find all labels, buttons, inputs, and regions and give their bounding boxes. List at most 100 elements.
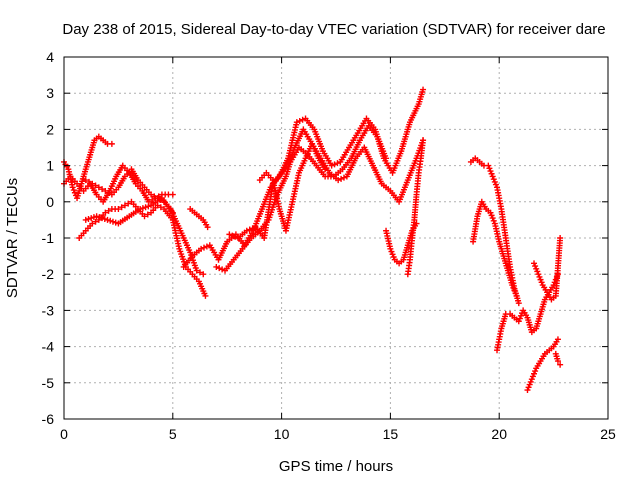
data-point [296, 117, 303, 124]
data-point [528, 376, 535, 383]
data-point [554, 358, 561, 365]
data-point [226, 231, 233, 238]
data-point [202, 292, 209, 299]
data-point [200, 271, 207, 278]
y-tick-label: 2 [46, 121, 54, 137]
data-point [69, 184, 76, 191]
data-layer [61, 86, 564, 394]
data-point [331, 161, 338, 168]
data-point [557, 235, 564, 241]
data-point [529, 373, 536, 380]
data-point [533, 265, 540, 272]
data-point [108, 140, 115, 147]
data-point [92, 218, 99, 225]
data-point [169, 191, 176, 198]
grid-layer [64, 57, 608, 419]
data-point [531, 260, 538, 267]
y-axis-label: SDTVAR / TECUs [4, 178, 21, 298]
data-point [193, 267, 200, 274]
data-point [82, 177, 89, 184]
data-point [420, 86, 427, 93]
data-point [516, 315, 523, 322]
data-point [200, 244, 207, 251]
data-point [335, 177, 342, 184]
data-point [82, 216, 89, 223]
data-point [70, 187, 77, 194]
series-track-5 [82, 195, 176, 227]
data-point [387, 245, 394, 252]
data-point [232, 233, 239, 240]
data-point [142, 204, 149, 211]
data-point [525, 384, 532, 391]
data-point [299, 116, 306, 123]
data-point [534, 268, 541, 275]
data-point [515, 318, 522, 325]
y-tick-label: 1 [46, 158, 54, 174]
data-point [322, 166, 329, 173]
y-tick-label: 3 [46, 85, 54, 101]
data-point [513, 292, 520, 299]
series-track-17 [531, 235, 564, 303]
series-track-9 [226, 122, 390, 241]
series-track-13 [467, 155, 522, 307]
x-tick-label: 10 [274, 426, 290, 442]
data-point [485, 162, 492, 169]
series-track-2 [61, 162, 176, 205]
data-point [524, 387, 531, 394]
data-point [487, 209, 494, 216]
data-point [557, 361, 564, 368]
data-point [219, 266, 226, 273]
data-point [149, 196, 156, 203]
x-tick-label: 15 [383, 426, 399, 442]
data-point [293, 119, 300, 126]
data-point [229, 232, 236, 239]
y-tick-label: -4 [42, 339, 55, 355]
x-tick-label: 20 [491, 426, 507, 442]
data-point [246, 226, 253, 233]
data-point [107, 217, 114, 224]
data-point [204, 224, 211, 231]
data-point [389, 251, 396, 258]
data-point [92, 182, 99, 189]
data-point [90, 214, 97, 221]
data-point [388, 248, 395, 255]
data-point [532, 263, 539, 270]
x-tick-label: 0 [60, 426, 68, 442]
data-point [145, 203, 152, 210]
series-track-16 [524, 336, 561, 394]
data-point [512, 290, 519, 297]
data-point [157, 204, 164, 211]
data-point [489, 173, 496, 180]
data-point [89, 220, 96, 227]
data-point [144, 211, 151, 218]
series-track-12 [404, 137, 427, 278]
data-point [99, 215, 106, 222]
data-point [511, 287, 518, 294]
data-point [198, 245, 205, 252]
y-tick-label: -6 [42, 411, 55, 427]
data-point [338, 175, 345, 182]
data-point [139, 205, 146, 212]
y-tick-label: -3 [42, 302, 55, 318]
data-point [148, 191, 155, 198]
data-point [328, 162, 335, 169]
data-point [492, 181, 499, 188]
data-point [102, 209, 109, 216]
data-point [486, 165, 493, 172]
data-point [216, 265, 223, 272]
data-point [249, 225, 256, 232]
data-point [538, 279, 545, 286]
y-tick-label: -1 [42, 230, 55, 246]
series-track-18 [552, 350, 564, 368]
data-point [213, 263, 220, 270]
data-point [550, 282, 557, 289]
data-point [95, 184, 102, 191]
data-point [488, 212, 495, 219]
data-point [527, 378, 534, 385]
data-point [390, 254, 397, 261]
data-point [490, 217, 497, 224]
data-point [243, 227, 250, 234]
data-point [510, 284, 517, 291]
data-point [101, 215, 108, 222]
